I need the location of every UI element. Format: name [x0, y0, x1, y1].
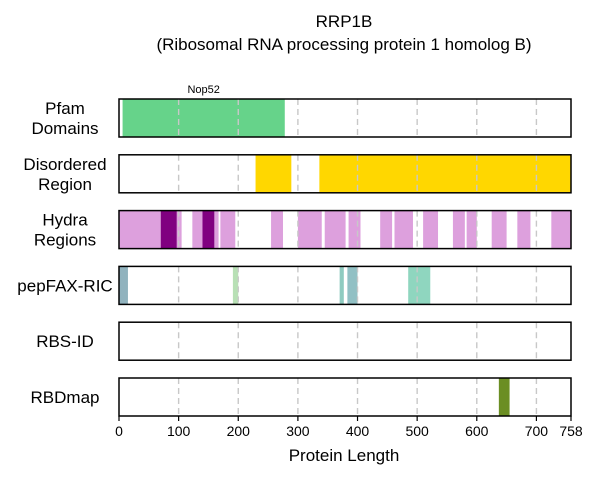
track-2-segment-2 — [176, 210, 182, 249]
track-2-segment-0 — [119, 210, 161, 249]
track-3-segment-4 — [408, 266, 431, 305]
track-label: RBS-ID — [36, 332, 94, 351]
x-tick-label: 700 — [525, 423, 549, 439]
segment-annotation: Nop52 — [187, 84, 219, 96]
track-0-frame — [118, 98, 572, 138]
track-3-frame — [118, 265, 572, 306]
track-2-frame — [118, 209, 572, 250]
track-1-segment-1 — [319, 154, 571, 193]
track-2-segment-16 — [491, 210, 507, 249]
track-label: pepFAX-RIC — [17, 276, 112, 295]
track-2-segment-7 — [271, 210, 283, 249]
track-2-segment-6 — [220, 210, 236, 249]
track-label: Disordered — [23, 155, 106, 174]
track-2-segment-17 — [517, 210, 531, 249]
track-0-segment-0 — [122, 99, 285, 137]
track-4-frame — [118, 321, 572, 361]
track-5-segment-0 — [498, 378, 510, 416]
track-5-frame — [118, 377, 572, 417]
track-2-segment-8 — [297, 210, 322, 249]
track-2-segment-18 — [551, 210, 571, 249]
track-2-segment-3 — [192, 210, 203, 249]
track-label: Hydra — [42, 211, 88, 230]
track-label: Region — [38, 175, 92, 194]
track-1-segment-0 — [255, 154, 292, 193]
x-tick-label: 600 — [465, 423, 489, 439]
track-2-segment-11 — [380, 210, 393, 249]
track-label: RBDmap — [31, 388, 100, 407]
track-2-segment-15 — [466, 210, 477, 249]
x-axis: 0 100 200 300 400 500 600 700 758 — [115, 416, 583, 439]
track-4: RBS-ID — [36, 332, 94, 351]
track-2-segment-13 — [423, 210, 439, 249]
track-2-segment-4 — [202, 210, 215, 249]
x-tick-label: 400 — [346, 423, 370, 439]
x-tick-label: 200 — [227, 423, 251, 439]
chart-subtitle: (Ribosomal RNA processing protein 1 homo… — [156, 35, 531, 54]
x-axis-label: Protein Length — [289, 446, 400, 465]
track-2-segment-9 — [324, 210, 346, 249]
track-2-segment-12 — [394, 210, 413, 249]
track-3-segment-2 — [339, 266, 344, 305]
track-2-segment-5 — [214, 210, 219, 249]
track-3-segment-0 — [119, 266, 128, 305]
track-label: Domains — [31, 119, 98, 138]
chart-title: RRP1B — [316, 12, 373, 31]
track-2-segment-14 — [452, 210, 465, 249]
x-tick-label: 100 — [167, 423, 191, 439]
x-tick-label: 758 — [559, 423, 583, 439]
track-label: Regions — [34, 231, 96, 250]
track-1-frame — [118, 154, 572, 194]
grid-lines — [177, 99, 538, 416]
track-3-segment-1 — [232, 266, 239, 305]
x-tick-label: 300 — [286, 423, 310, 439]
x-tick-label: 0 — [115, 423, 123, 439]
track-2-segment-10 — [348, 210, 361, 249]
tracks: Nop52PfamDomainsDisorderedRegionHydraReg… — [17, 84, 571, 416]
track-label: Pfam — [45, 99, 85, 118]
track-3-segment-3 — [347, 266, 358, 305]
track-5: RBDmap — [31, 378, 510, 416]
x-tick-label: 500 — [405, 423, 429, 439]
track-3: pepFAX-RIC — [17, 266, 431, 305]
track-2-segment-1 — [160, 210, 177, 249]
